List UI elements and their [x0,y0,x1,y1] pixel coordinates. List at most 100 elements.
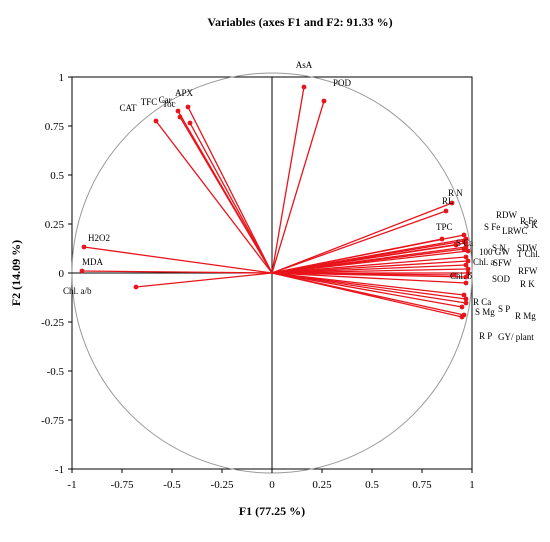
variable-label: R Mg [515,311,536,321]
variable-label: GY/ plant [498,332,534,342]
x-tick-label: 0.5 [365,479,379,491]
vector-point [443,208,449,214]
vector-line [83,246,273,274]
vector-point [463,254,469,260]
vector-point [177,114,183,120]
y-tick-label: 0.75 [45,121,65,133]
vector-point [321,98,327,104]
vector-line [187,106,273,274]
x-tick-label: 0 [269,479,275,491]
vector-point [465,248,471,254]
y-tick-label: 0.5 [50,170,64,182]
y-tick-label: -0.25 [41,317,64,329]
vector-point [187,120,193,126]
y-tick-label: 0.25 [45,219,65,231]
variable-label: S P [498,304,510,314]
vector-point [453,242,459,248]
variable-label: LRWC [502,226,528,236]
vector-point [463,280,469,286]
variable-label: Toc [162,99,175,109]
vector-point [459,314,465,320]
vector-line [271,100,325,274]
variable-label: APX [175,88,194,98]
variable-label: CAT [119,103,137,113]
variable-label: SFW [493,258,512,268]
variable-label: S Fe [484,222,500,232]
vector-point [79,268,85,274]
vector-point [449,200,455,206]
vector-line [271,210,447,274]
variable-label: TPC [436,222,453,232]
vector-line [271,238,443,274]
vector-point [463,296,469,302]
x-tick-label: -0.5 [163,479,181,491]
vector-point [153,118,159,124]
vector-line [271,256,467,274]
variable-label: 100 GW [479,247,510,257]
x-tick-label: -0.75 [111,479,134,491]
vector-line [271,272,467,304]
vector-line [271,272,467,284]
vector-point [175,108,181,114]
variable-label: S N [492,243,506,253]
vector-line [135,272,273,288]
variable-label: T Chl. [517,249,540,259]
vector-line [271,268,469,274]
x-tick-label: 0.25 [312,479,332,491]
variable-label: POD [333,78,352,88]
variable-label: SOD [492,274,511,284]
vector-point [461,246,467,252]
y-tick-label: 0 [59,268,65,280]
vector-line [271,272,467,278]
vector-line [271,264,467,274]
x-tick-label: -1 [67,479,76,491]
y-tick-label: -1 [55,464,64,476]
vector-point [459,304,465,310]
vector-point [465,270,471,276]
vector-point [301,84,307,90]
vector-line [271,260,469,274]
variable-label: Car. [159,95,174,105]
vector-line [179,116,273,274]
variable-label: RFW [518,266,538,276]
x-tick-label: -0.25 [211,479,234,491]
vector-point [465,266,471,272]
vector-line [271,250,469,274]
y-tick-label: -0.75 [41,415,64,427]
y-axis-title: F2 (14.09 %) [9,240,23,306]
chart-title: Variables (axes F1 and F2: 91.33 %) [207,15,392,29]
x-axis-title: F1 (77.25 %) [239,504,305,518]
variable-label: R P [479,331,492,341]
variable-label: MDA [82,257,104,267]
vector-point [461,292,467,298]
vector-point [461,232,467,238]
vector-line [271,244,457,274]
vector-line [271,272,467,300]
vector-point [463,262,469,268]
variable-label: Chl. b [450,271,473,281]
variable-label: Chl. a [473,257,495,267]
vector-line [271,202,453,274]
vector-point [185,104,191,110]
vector-point [463,240,469,246]
vector-line [189,122,273,274]
vector-point [463,274,469,280]
variable-label: RL [442,196,454,206]
y-tick-label: -0.5 [47,366,65,378]
variable-label: R K [520,279,535,289]
x-tick-label: 0.75 [412,479,432,491]
y-tick-label: 1 [59,72,65,84]
variable-label: R Ca [473,297,491,307]
variable-vectors [79,84,471,320]
x-axis-ticks: -1 -0.75 -0.5 -0.25 0 0.25 0.5 0.75 1 [67,469,475,491]
vector-point [133,284,139,290]
y-axis-ticks: -1 -0.75 -0.5 -0.25 0 0.25 0.5 0.75 1 [41,72,72,476]
variable-label: H2O2 [88,233,110,243]
vector-point [463,300,469,306]
variable-label: S Ca [456,238,473,248]
x-tick-label: 1 [469,479,475,491]
variable-label: R Fe [520,216,537,226]
variable-label: TFC [141,97,158,107]
